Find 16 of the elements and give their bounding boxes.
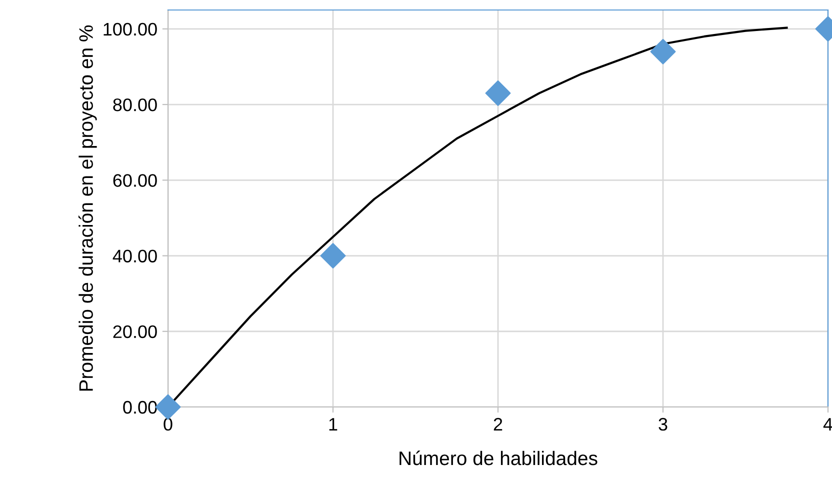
point	[320, 243, 346, 268]
point	[485, 80, 511, 106]
y-tick-label: 0.00	[123, 400, 157, 414]
y-tick-label: 60.00	[113, 174, 157, 187]
y-tick-label: 40.00	[112, 250, 157, 262]
x-tick-label: 1	[329, 418, 338, 430]
y-tick-label: 100.00	[104, 22, 157, 36]
x-tick-label: 4	[823, 418, 832, 430]
point	[155, 394, 181, 420]
y-axis-title: Promedio de duración en el proyecto en %	[78, 25, 97, 391]
x-tick-label: 2	[494, 418, 502, 430]
point	[650, 38, 676, 64]
x-axis-title: Número de habilidades	[400, 450, 598, 466]
y-tick-label: 80.00	[113, 98, 157, 112]
x-tick-label: 3	[658, 418, 668, 431]
y-tick-label: 20.00	[113, 325, 157, 338]
